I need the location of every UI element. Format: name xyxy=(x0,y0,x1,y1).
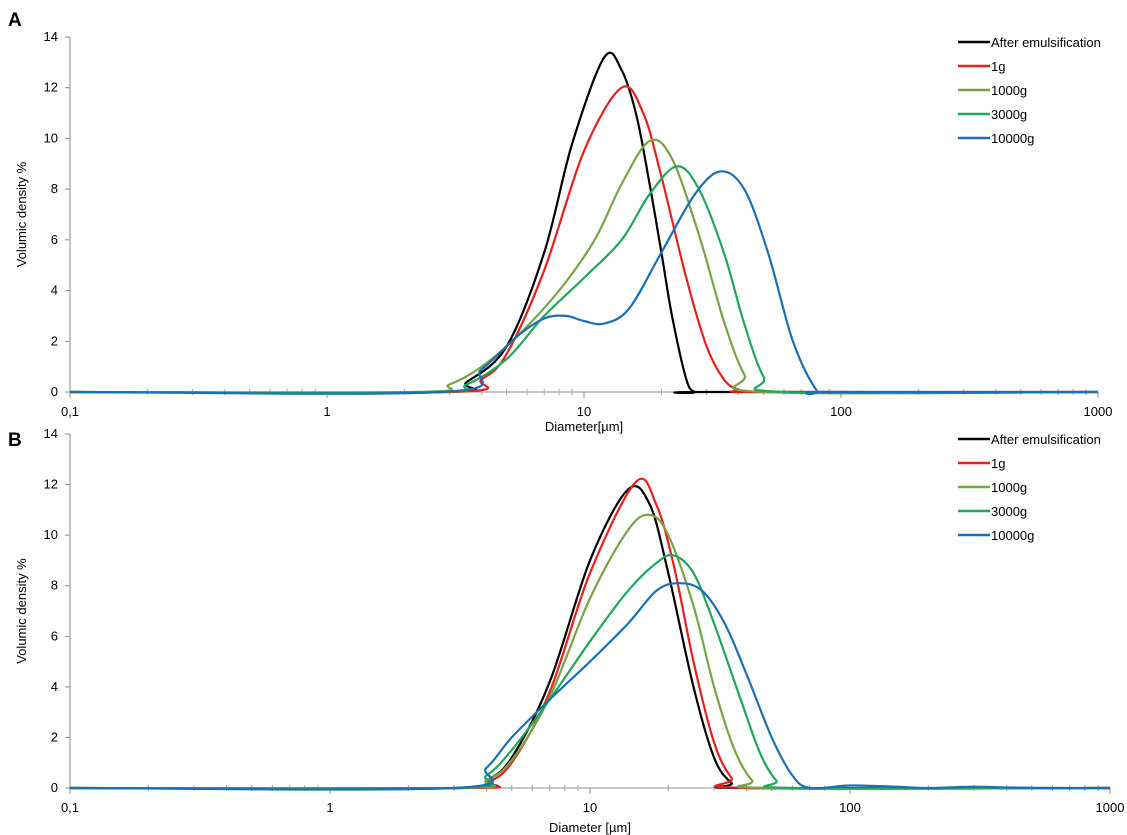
legend-label: 10000g xyxy=(991,131,1034,146)
x-tick-label: 1000 xyxy=(1096,800,1125,815)
legend-label: 1000g xyxy=(991,480,1027,495)
x-tick-label: 100 xyxy=(839,800,861,815)
legend: After emulsification 1g 1000g 3000g 10000g xyxy=(958,432,1101,543)
x-tick-label: 100 xyxy=(830,404,852,419)
y-tick-label: 0 xyxy=(51,780,58,795)
chart-panel-a: A 0 2 4 6 8 10 12 14 0,1 1 10 100 1000 Diameter[µm] Vol… xyxy=(8,10,1112,434)
y-tick-label: 2 xyxy=(51,729,58,744)
x-tick-label: 1000 xyxy=(1084,404,1113,419)
x-tick-label: 1 xyxy=(326,800,333,815)
legend-label: 1g xyxy=(991,456,1005,471)
x-tick-label: 0,1 xyxy=(61,404,79,419)
x-tick-label: 1 xyxy=(323,404,330,419)
legend-label: After emulsification xyxy=(991,35,1101,50)
legend-label: 10000g xyxy=(991,528,1034,543)
legend-label: After emulsification xyxy=(991,432,1101,447)
legend-label: 3000g xyxy=(991,504,1027,519)
y-tick-label: 10 xyxy=(44,130,58,145)
x-tick-label: 10 xyxy=(577,404,591,419)
x-tick-label: 0,1 xyxy=(61,800,79,815)
legend: After emulsification 1g 1000g 3000g 10000g xyxy=(958,35,1101,146)
y-tick-label: 4 xyxy=(51,283,58,298)
x-axis-label: Diameter [µm] xyxy=(549,820,631,835)
chart-panel-b: B 0 2 4 6 8 10 12 14 0,1 1 10 100 1000 Diameter [µm] Vo… xyxy=(8,426,1124,835)
y-tick-label: 6 xyxy=(51,232,58,247)
series-line-3 xyxy=(69,553,1111,791)
series-line-1 xyxy=(69,477,1111,790)
series-line-4 xyxy=(69,582,1111,791)
y-tick-label: 12 xyxy=(44,80,58,95)
y-tick-label: 14 xyxy=(44,426,58,441)
legend-label: 1g xyxy=(991,59,1005,74)
y-tick-label: 4 xyxy=(51,679,58,694)
x-axis-label: Diameter[µm] xyxy=(545,419,623,434)
series-line-0 xyxy=(69,485,1111,790)
panel-letter: B xyxy=(8,430,22,451)
series-line-2 xyxy=(69,513,1111,790)
legend-label: 3000g xyxy=(991,107,1027,122)
legend-label: 1000g xyxy=(991,83,1027,98)
y-tick-label: 2 xyxy=(51,333,58,348)
series-line-2 xyxy=(69,138,1099,395)
y-axis-label: Volumic density % xyxy=(14,161,29,267)
series-line-4 xyxy=(69,170,1099,395)
y-tick-label: 8 xyxy=(51,181,58,196)
y-tick-label: 14 xyxy=(44,29,58,44)
x-tick-label: 10 xyxy=(583,800,597,815)
y-tick-label: 6 xyxy=(51,628,58,643)
series-line-1 xyxy=(69,85,1099,395)
y-tick-label: 8 xyxy=(51,578,58,593)
y-axis-label: Volumic density % xyxy=(14,558,29,664)
panel-letter: A xyxy=(8,10,22,31)
series-line-3 xyxy=(69,165,1099,395)
series-line-0 xyxy=(69,51,1098,395)
y-tick-label: 12 xyxy=(44,477,58,492)
y-tick-label: 0 xyxy=(51,384,58,399)
y-tick-label: 10 xyxy=(44,527,58,542)
